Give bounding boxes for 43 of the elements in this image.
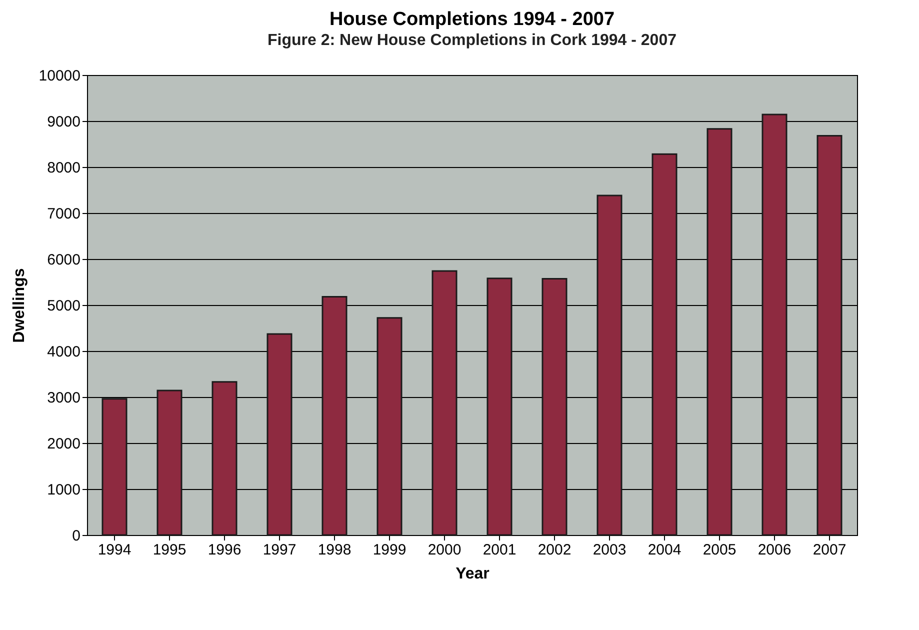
x-axis-title: Year <box>456 566 490 582</box>
bar <box>432 270 458 536</box>
x-tick-label: 1999 <box>372 542 406 558</box>
x-tick-label: 2005 <box>702 542 736 558</box>
y-tick-label: 10000 <box>38 68 80 84</box>
x-tick-label: 1994 <box>98 542 132 558</box>
y-tick-label: 4000 <box>47 344 80 360</box>
y-tick-label: 6000 <box>47 252 80 268</box>
bar <box>486 278 512 536</box>
x-tick-label: 2002 <box>538 542 572 558</box>
bar <box>102 398 128 536</box>
bar <box>212 381 238 536</box>
y-tick-label: 9000 <box>47 114 80 130</box>
x-tick-label: 1998 <box>318 542 352 558</box>
x-tick-label: 2001 <box>482 542 516 558</box>
bar <box>542 278 568 536</box>
caption: Figure 2: New House Completions in Cork 1994 - 2007 <box>268 32 677 49</box>
x-tick-label: 2004 <box>648 542 682 558</box>
bar <box>322 296 348 536</box>
bar <box>266 333 292 536</box>
x-tick-label: 2007 <box>812 542 846 558</box>
bar <box>762 114 788 536</box>
bar <box>156 390 182 536</box>
bar <box>816 134 842 536</box>
y-tick-label: 5000 <box>47 298 80 314</box>
x-tick-label: 1997 <box>262 542 296 558</box>
x-tick-label: 1995 <box>152 542 186 558</box>
y-tick-label: 2000 <box>47 436 80 452</box>
x-tick-label: 2006 <box>758 542 792 558</box>
x-tick-label: 2000 <box>428 542 462 558</box>
bar <box>596 194 622 536</box>
y-axis-title: Dwellings <box>10 268 28 343</box>
y-tick-label: 8000 <box>47 160 80 176</box>
bar <box>376 317 402 536</box>
y-tick-label: 1000 <box>47 482 80 498</box>
y-tick-label: 7000 <box>47 206 80 222</box>
y-tick-label: 0 <box>72 528 80 544</box>
x-tick-label: 2003 <box>592 542 626 558</box>
chart-title: House Completions 1994 - 2007 <box>329 9 615 30</box>
x-tick-label: 1996 <box>208 542 242 558</box>
y-tick-label: 3000 <box>47 390 80 406</box>
bar <box>652 153 678 536</box>
bar <box>706 128 732 536</box>
